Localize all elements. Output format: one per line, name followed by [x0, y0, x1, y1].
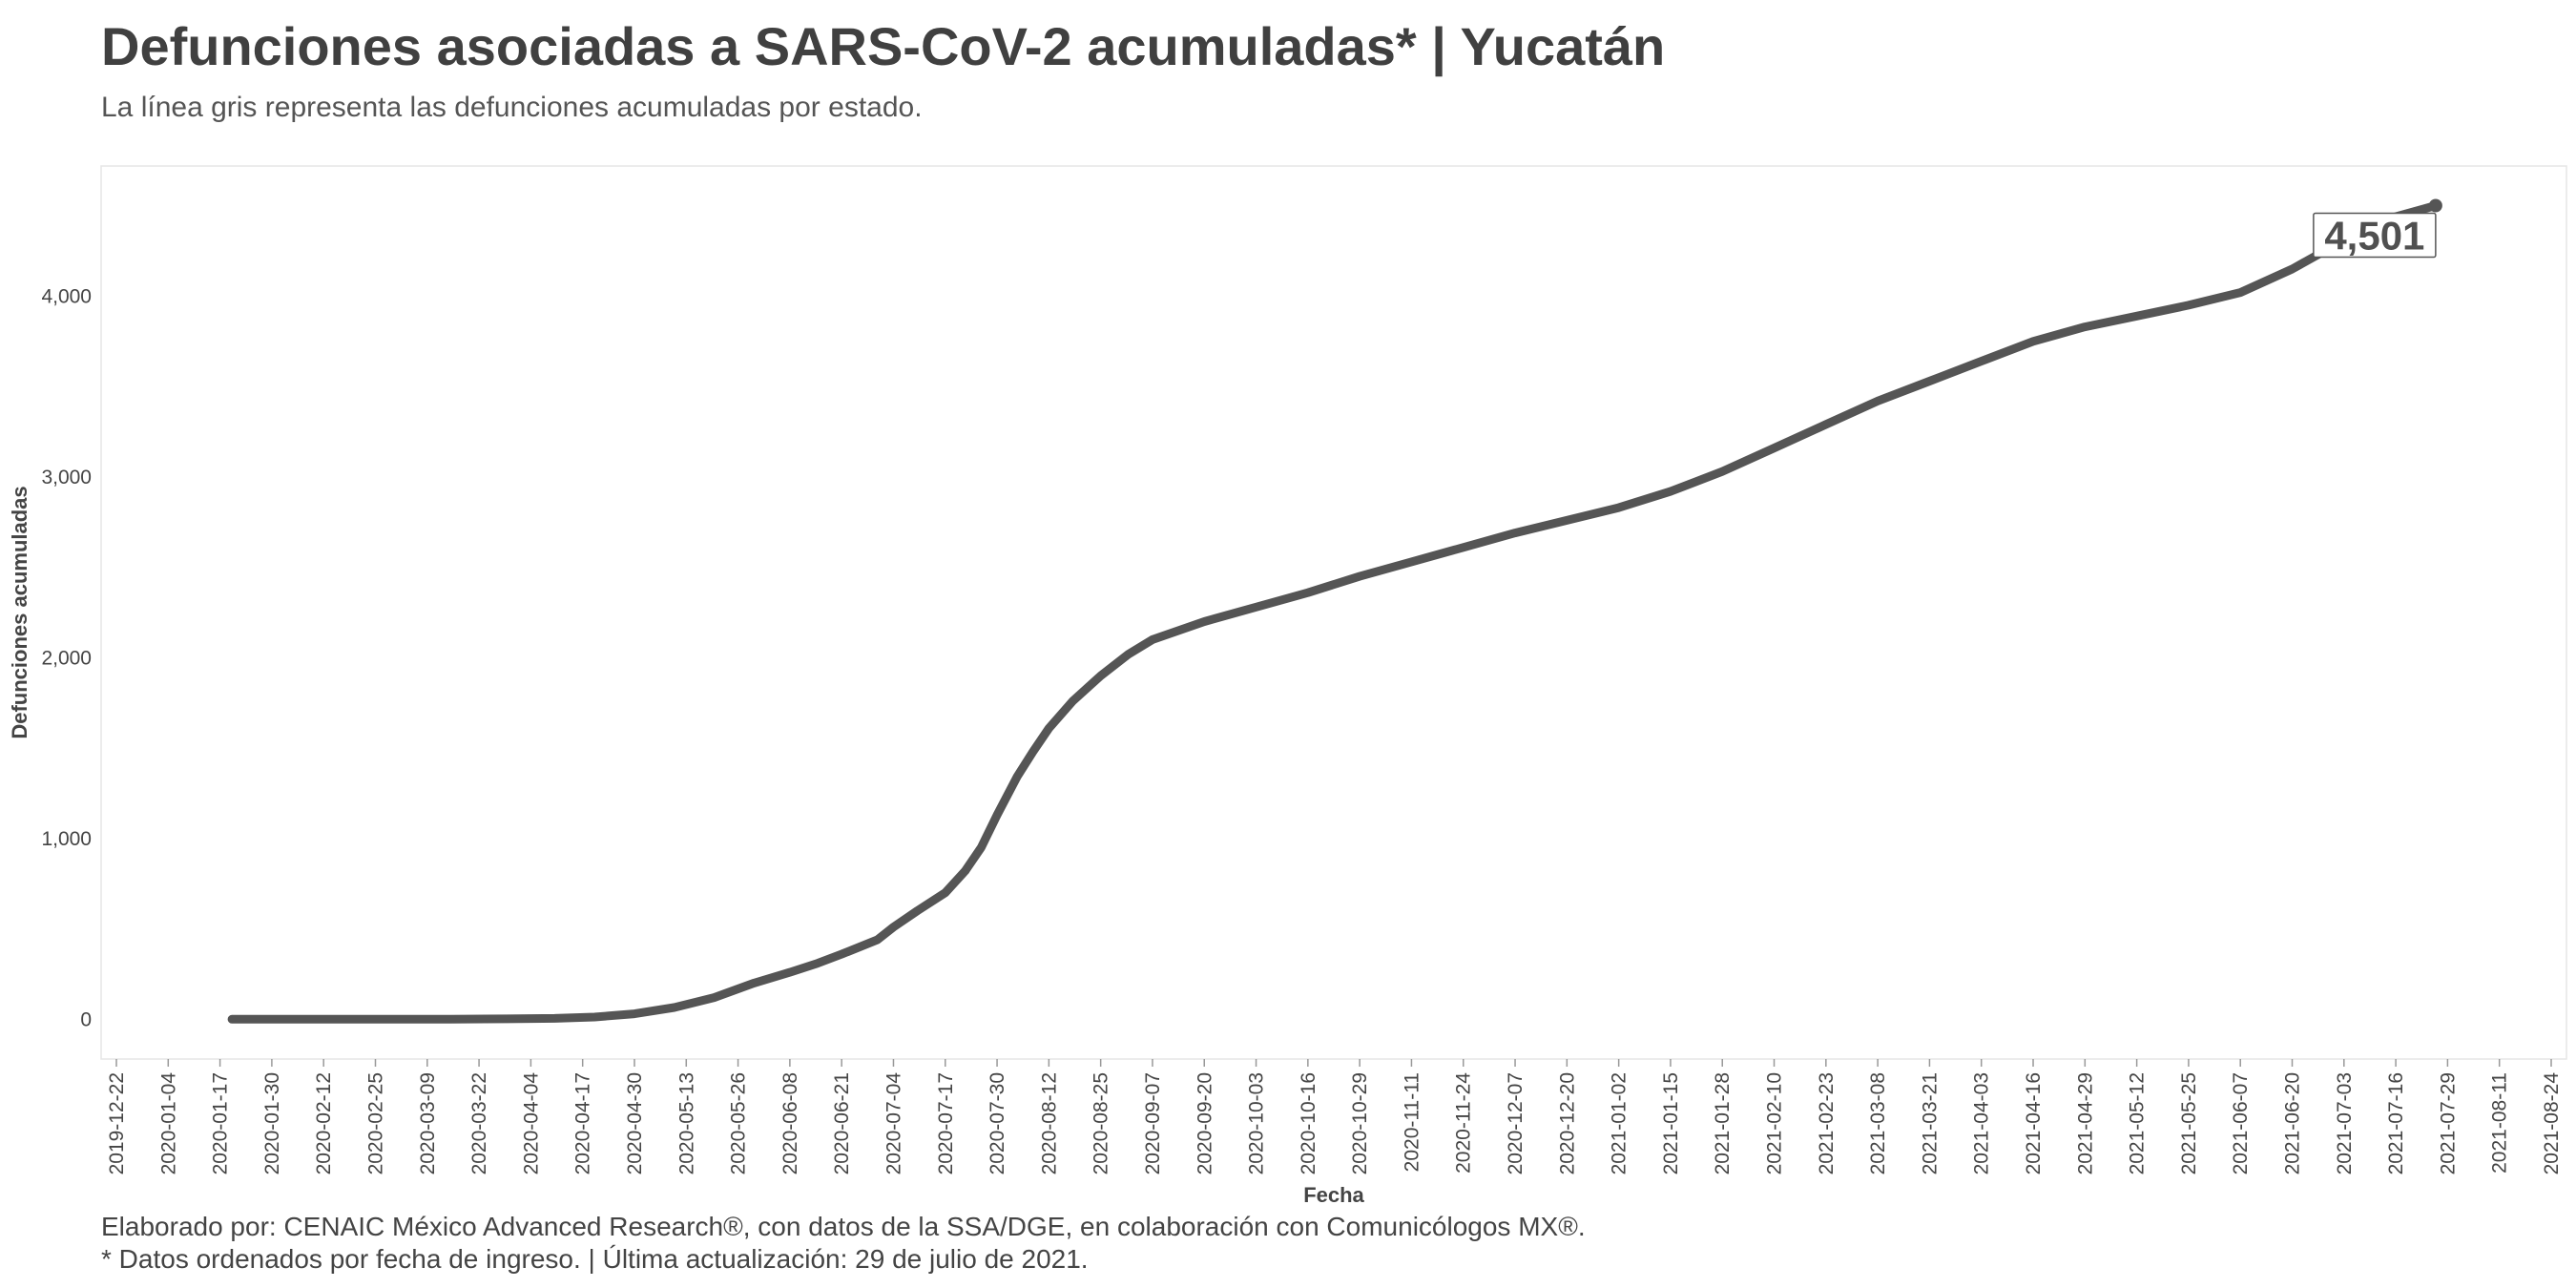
end-point-marker — [2428, 198, 2442, 213]
x-tick-label: 2021-05-12 — [2127, 1072, 2149, 1174]
x-tick-label: 2021-01-15 — [1660, 1072, 1682, 1174]
x-tick-label: 2020-06-21 — [831, 1072, 853, 1174]
credits-caption: Elaborado por: CENAIC México Advanced Re… — [101, 1212, 1586, 1241]
x-tick-label: 2020-06-08 — [779, 1072, 801, 1174]
chart-title: Defunciones asociadas a SARS-CoV-2 acumu… — [101, 16, 1666, 76]
x-tick-label: 2021-06-20 — [2282, 1072, 2304, 1174]
chart-subtitle: La línea gris representa las defunciones… — [101, 92, 923, 123]
x-tick-label: 2020-05-13 — [675, 1072, 697, 1174]
x-tick-label: 2021-04-16 — [2023, 1072, 2045, 1174]
y-tick-label: 0 — [80, 1008, 92, 1030]
x-tick-label: 2020-08-25 — [1091, 1072, 1112, 1174]
x-tick-label: 2021-05-25 — [2178, 1072, 2200, 1174]
x-tick-label: 2020-04-17 — [572, 1072, 594, 1174]
y-axis-ticks: 0 1,000 2,000 3,000 4,000 — [41, 285, 92, 1030]
y-axis-title: Defunciones acumuladas — [8, 486, 31, 738]
x-tick-label: 2020-01-04 — [157, 1072, 179, 1175]
x-tick-label: 2021-06-07 — [2230, 1072, 2252, 1174]
y-tick-label: 3,000 — [41, 467, 92, 488]
x-tick-label: 2020-07-30 — [987, 1072, 1008, 1174]
x-tick-label: 2021-08-11 — [2489, 1072, 2511, 1174]
x-tick-label: 2021-02-10 — [1764, 1072, 1786, 1174]
x-tick-label: 2020-04-04 — [520, 1072, 542, 1175]
x-tick-label: 2021-04-03 — [1971, 1072, 1993, 1174]
x-axis-title: Fecha — [1303, 1183, 1364, 1207]
x-tick-label: 2019-12-22 — [106, 1072, 128, 1174]
x-tick-label: 2020-01-17 — [210, 1072, 232, 1174]
data-label-value: 4,501 — [2324, 213, 2424, 258]
x-tick-label: 2020-10-03 — [1246, 1072, 1268, 1174]
x-tick-label: 2020-09-07 — [1142, 1072, 1164, 1174]
x-tick-label: 2021-07-03 — [2334, 1072, 2356, 1174]
data-note-caption: * Datos ordenados por fecha de ingreso. … — [101, 1244, 1089, 1274]
x-tick-label: 2021-03-08 — [1867, 1072, 1889, 1174]
x-tick-label: 2021-08-24 — [2541, 1072, 2563, 1175]
x-tick-label: 2020-05-26 — [728, 1072, 750, 1174]
x-tick-label: 2020-02-25 — [364, 1072, 386, 1174]
x-tick-label: 2021-01-28 — [1712, 1072, 1734, 1174]
x-tick-label: 2021-01-02 — [1609, 1072, 1631, 1174]
x-tick-label: 2021-07-16 — [2385, 1072, 2407, 1174]
x-tick-label: 2020-03-22 — [468, 1072, 490, 1174]
x-tick-label: 2020-08-12 — [1038, 1072, 1060, 1174]
x-tick-label: 2020-10-16 — [1298, 1072, 1319, 1174]
x-tick-label: 2020-03-09 — [417, 1072, 439, 1174]
x-tick-label: 2020-12-07 — [1505, 1072, 1527, 1174]
x-tick-label: 2020-01-30 — [261, 1072, 283, 1174]
x-axis-ticks: 2019-12-22 2020-01-04 2020-01-17 2020-01-30… — [106, 1059, 2563, 1174]
data-label-box — [2313, 212, 2437, 259]
x-tick-label: 2020-11-11 — [1401, 1072, 1423, 1172]
x-tick-label: 2020-09-20 — [1194, 1072, 1215, 1174]
x-tick-label: 2020-02-12 — [313, 1072, 335, 1174]
x-tick-label: 2021-02-23 — [1816, 1072, 1838, 1174]
x-tick-label: 2020-07-17 — [935, 1072, 957, 1174]
y-tick-label: 1,000 — [41, 828, 92, 850]
y-tick-label: 4,000 — [41, 285, 92, 307]
x-tick-label: 2020-11-24 — [1453, 1072, 1475, 1174]
y-tick-label: 2,000 — [41, 647, 92, 669]
x-tick-label: 2021-07-29 — [2437, 1072, 2459, 1174]
x-tick-label: 2020-07-04 — [883, 1072, 904, 1175]
x-tick-label: 2020-04-30 — [624, 1072, 646, 1174]
x-tick-label: 2021-03-21 — [1919, 1072, 1941, 1174]
x-tick-label: 2020-10-29 — [1349, 1072, 1371, 1174]
x-tick-label: 2021-04-29 — [2074, 1072, 2096, 1174]
series-line — [227, 201, 2441, 1024]
plot-area-border — [100, 165, 2567, 1060]
x-tick-label: 2020-12-20 — [1556, 1072, 1578, 1174]
